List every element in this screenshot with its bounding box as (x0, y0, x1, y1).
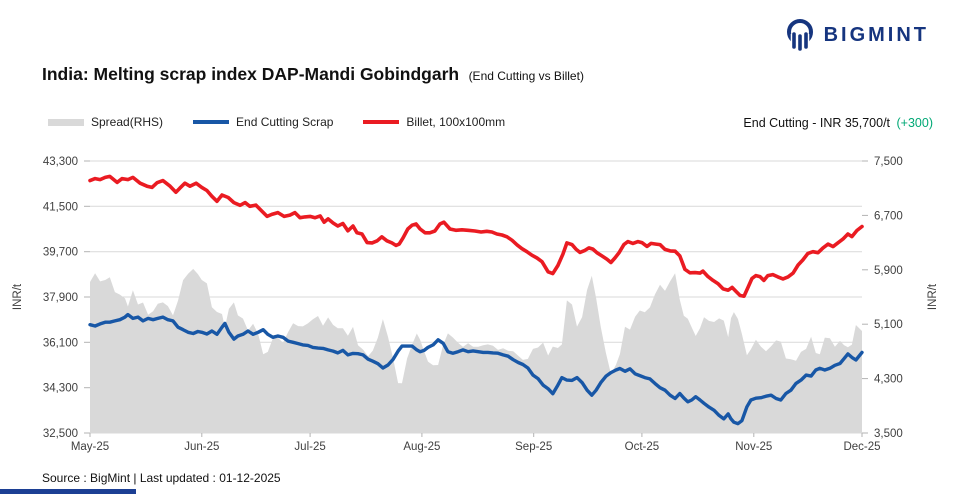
legend-item-billet: Billet, 100x100mm (363, 115, 505, 129)
svg-text:INR/t: INR/t (927, 283, 939, 310)
chart-title-row: India: Melting scrap index DAP-Mandi Gob… (42, 64, 584, 85)
page-title: India: Melting scrap index DAP-Mandi Gob… (42, 64, 460, 84)
latest-price-annotation: End Cutting - INR 35,700/t (+300) (743, 116, 933, 130)
latest-price-text: End Cutting - INR 35,700/t (743, 116, 891, 130)
svg-text:34,300: 34,300 (43, 383, 78, 395)
billet-line-swatch-icon (363, 120, 400, 124)
svg-text:Oct-25: Oct-25 (625, 441, 660, 453)
svg-text:4,300: 4,300 (874, 374, 903, 386)
spread-area-swatch-icon (48, 118, 84, 126)
bigmint-logo-icon (786, 19, 813, 51)
footer-accent-bar (0, 489, 136, 494)
svg-text:Sep-25: Sep-25 (515, 441, 552, 453)
source-footer: Source : BigMint | Last updated : 01-12-… (42, 471, 281, 485)
legend-item-spread: Spread(RHS) (48, 115, 163, 129)
page-title-suffix: (End Cutting vs Billet) (468, 69, 584, 83)
svg-text:Dec-25: Dec-25 (843, 441, 880, 453)
legend-label-end-cutting: End Cutting Scrap (236, 115, 334, 129)
price-spread-chart: 43,300 41,500 39,700 37,900 36,100 34,300 32,5… (12, 156, 939, 453)
svg-text:36,100: 36,100 (43, 337, 78, 349)
svg-text:Aug-25: Aug-25 (403, 441, 440, 453)
legend-item-end-cutting: End Cutting Scrap (193, 115, 333, 129)
svg-text:Nov-25: Nov-25 (735, 441, 772, 453)
svg-text:41,500: 41,500 (43, 201, 78, 213)
svg-text:43,300: 43,300 (43, 156, 78, 168)
svg-text:37,900: 37,900 (43, 292, 78, 304)
svg-text:39,700: 39,700 (43, 247, 78, 259)
svg-text:7,500: 7,500 (874, 156, 903, 168)
legend-label-spread: Spread(RHS) (91, 115, 164, 129)
chart-legend: Spread(RHS) End Cutting Scrap Billet, 10… (48, 115, 505, 129)
svg-text:INR/t: INR/t (12, 283, 24, 310)
bigmint-logo-text: BIGMINT (823, 23, 929, 46)
svg-text:Jun-25: Jun-25 (184, 441, 219, 453)
svg-text:5,100: 5,100 (874, 319, 903, 331)
end-cutting-line-swatch-icon (193, 120, 230, 124)
svg-text:5,900: 5,900 (874, 265, 903, 277)
svg-text:3,500: 3,500 (874, 428, 903, 440)
svg-text:May-25: May-25 (71, 441, 109, 453)
bigmint-logo: BIGMINT (784, 18, 929, 52)
latest-price-change: (+300) (896, 116, 933, 130)
svg-text:32,500: 32,500 (43, 428, 78, 440)
svg-text:6,700: 6,700 (874, 210, 903, 222)
svg-text:Jul-25: Jul-25 (294, 441, 325, 453)
legend-label-billet: Billet, 100x100mm (406, 115, 506, 129)
